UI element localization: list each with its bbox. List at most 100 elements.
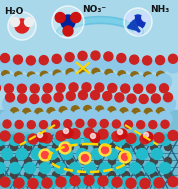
Circle shape	[98, 129, 108, 139]
Circle shape	[41, 152, 48, 159]
Circle shape	[62, 145, 69, 152]
Circle shape	[40, 135, 51, 146]
Circle shape	[137, 171, 143, 178]
Circle shape	[9, 135, 20, 146]
Circle shape	[27, 72, 35, 80]
Circle shape	[25, 18, 33, 26]
Circle shape	[25, 171, 32, 178]
Circle shape	[24, 112, 38, 126]
Circle shape	[25, 135, 35, 146]
Circle shape	[159, 84, 169, 93]
Circle shape	[122, 153, 129, 160]
Circle shape	[42, 94, 51, 103]
Circle shape	[168, 177, 178, 187]
Circle shape	[14, 75, 29, 90]
Circle shape	[122, 149, 132, 160]
Circle shape	[142, 13, 150, 22]
Circle shape	[151, 149, 163, 160]
Circle shape	[91, 177, 103, 187]
Circle shape	[158, 112, 172, 125]
Circle shape	[108, 84, 117, 92]
Circle shape	[12, 112, 26, 126]
Circle shape	[124, 8, 152, 36]
Circle shape	[46, 149, 57, 160]
Circle shape	[112, 131, 122, 141]
Circle shape	[4, 84, 13, 93]
Circle shape	[78, 51, 87, 60]
Circle shape	[52, 120, 60, 128]
Circle shape	[95, 143, 101, 150]
Circle shape	[80, 171, 88, 178]
Circle shape	[49, 112, 63, 125]
Circle shape	[66, 72, 81, 87]
Circle shape	[140, 59, 155, 74]
Text: H₂O: H₂O	[4, 7, 23, 16]
Circle shape	[25, 157, 32, 164]
Circle shape	[125, 121, 133, 129]
Circle shape	[38, 143, 46, 150]
Circle shape	[14, 72, 22, 80]
Circle shape	[23, 108, 31, 116]
Circle shape	[91, 149, 103, 160]
Circle shape	[64, 120, 72, 128]
Circle shape	[122, 112, 135, 126]
Circle shape	[69, 163, 80, 174]
Circle shape	[56, 83, 65, 92]
Circle shape	[71, 12, 81, 22]
Circle shape	[62, 149, 72, 160]
Circle shape	[36, 112, 50, 126]
Circle shape	[139, 94, 148, 104]
Circle shape	[85, 110, 99, 124]
Circle shape	[53, 171, 59, 178]
Circle shape	[127, 58, 142, 73]
Circle shape	[164, 93, 172, 102]
Circle shape	[164, 143, 171, 150]
Bar	[0, 132, 178, 189]
Circle shape	[37, 132, 47, 142]
Circle shape	[112, 97, 127, 112]
Circle shape	[144, 75, 159, 90]
Circle shape	[40, 74, 55, 89]
Circle shape	[132, 108, 140, 116]
Circle shape	[8, 12, 36, 40]
Circle shape	[109, 171, 116, 178]
Circle shape	[54, 135, 66, 146]
Circle shape	[146, 84, 156, 93]
Circle shape	[144, 108, 152, 116]
Circle shape	[0, 171, 4, 178]
Circle shape	[126, 13, 134, 22]
Circle shape	[92, 73, 107, 88]
Circle shape	[0, 143, 4, 150]
Circle shape	[64, 129, 69, 133]
Circle shape	[106, 149, 117, 160]
Circle shape	[54, 93, 63, 102]
Circle shape	[95, 83, 104, 92]
Circle shape	[63, 96, 78, 111]
Circle shape	[15, 97, 30, 112]
Circle shape	[55, 12, 65, 22]
Circle shape	[100, 96, 115, 111]
Circle shape	[106, 177, 117, 187]
Circle shape	[97, 110, 111, 124]
Circle shape	[51, 97, 66, 112]
Circle shape	[134, 27, 142, 35]
Circle shape	[27, 98, 42, 112]
Circle shape	[71, 106, 79, 114]
Circle shape	[0, 163, 6, 174]
Circle shape	[154, 133, 164, 143]
Circle shape	[27, 121, 35, 129]
Circle shape	[32, 177, 43, 187]
Circle shape	[28, 178, 38, 188]
Circle shape	[117, 129, 127, 139]
Circle shape	[166, 58, 178, 73]
Circle shape	[105, 74, 120, 88]
Circle shape	[96, 106, 104, 114]
Circle shape	[121, 84, 130, 93]
Circle shape	[66, 69, 74, 77]
Circle shape	[100, 135, 111, 146]
Circle shape	[70, 176, 80, 186]
Circle shape	[145, 135, 156, 146]
Circle shape	[105, 69, 113, 77]
Circle shape	[65, 53, 74, 62]
Circle shape	[42, 178, 52, 188]
